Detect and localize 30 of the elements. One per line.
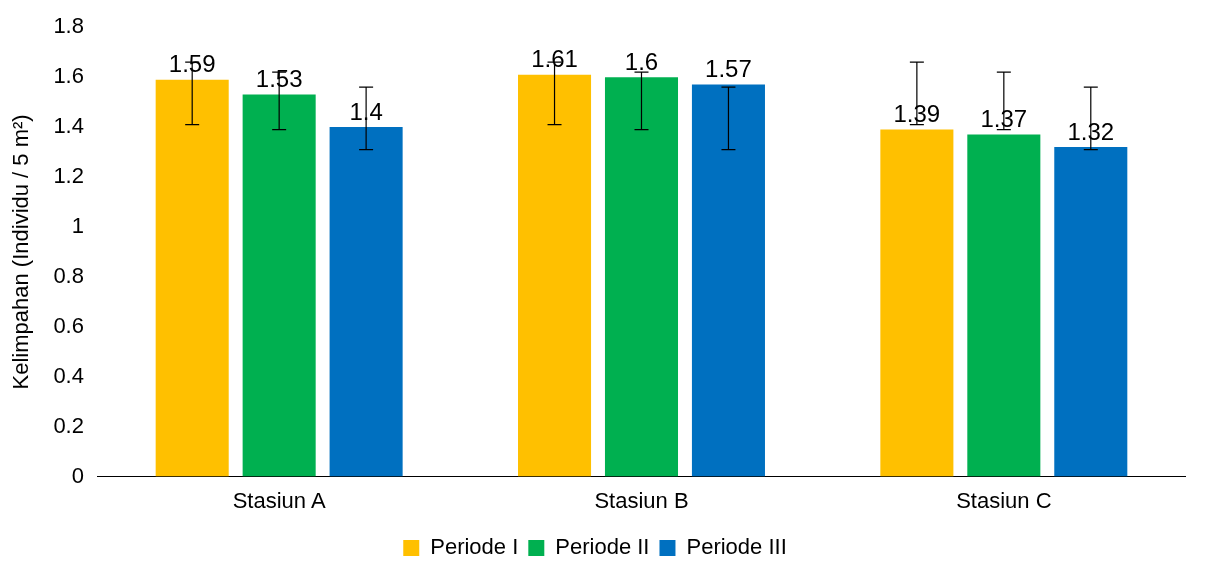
y-tick-label: 1.6 bbox=[53, 63, 84, 89]
legend-label: Periode II bbox=[555, 534, 650, 560]
bar bbox=[242, 94, 316, 477]
y-tick-label: 0.4 bbox=[53, 362, 84, 388]
y-tick-label: 0.8 bbox=[53, 262, 84, 288]
y-tick-label: 0.6 bbox=[53, 312, 84, 338]
data-label: 1.61 bbox=[531, 45, 578, 73]
y-tick-label: 0 bbox=[71, 462, 84, 488]
legend-label: Periode I bbox=[430, 534, 519, 560]
y-axis-title: Kelimpahan (Individu / 5 m²) bbox=[8, 114, 34, 390]
bar bbox=[604, 77, 679, 477]
data-label: 1.57 bbox=[705, 55, 752, 83]
y-tick-label: 1.2 bbox=[53, 163, 84, 189]
data-label: 1.6 bbox=[624, 47, 659, 75]
y-tick-label: 1.8 bbox=[53, 13, 84, 39]
data-label: 1.59 bbox=[168, 50, 216, 78]
bar bbox=[155, 79, 229, 477]
y-tick-label: 1 bbox=[71, 213, 84, 238]
bar bbox=[880, 129, 954, 477]
y-tick-label: 1.4 bbox=[53, 113, 84, 139]
legend-label: Periode III bbox=[686, 534, 787, 560]
x-tick-label: Stasiun A bbox=[232, 487, 326, 513]
x-tick-label: Stasiun C bbox=[956, 487, 1052, 513]
bar bbox=[329, 127, 403, 477]
bar bbox=[1054, 147, 1128, 477]
bar bbox=[691, 84, 765, 477]
bar bbox=[518, 74, 592, 477]
x-tick-label: Stasiun B bbox=[594, 487, 689, 513]
bar bbox=[967, 134, 1041, 477]
y-tick-label: 0.2 bbox=[53, 412, 84, 438]
